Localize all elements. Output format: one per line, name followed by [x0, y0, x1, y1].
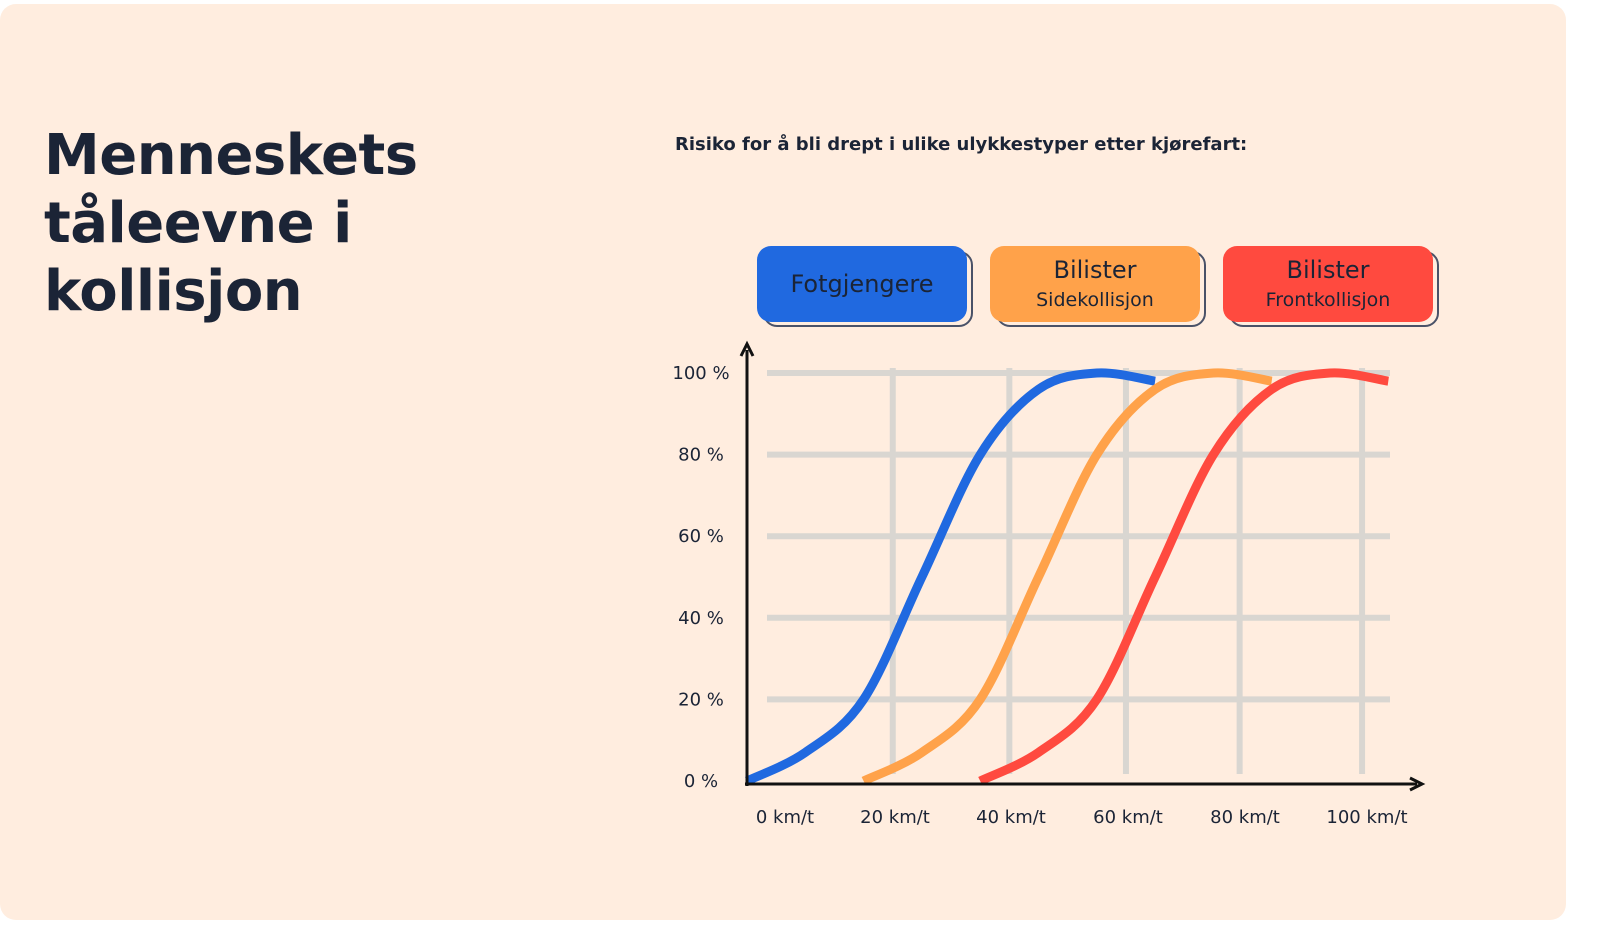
legend-item-bilister-frontkollisjon: Bilister Frontkollisjon	[1223, 246, 1439, 327]
y-tick-label: 80 %	[678, 445, 724, 466]
x-tick-label: 80 km/t	[1210, 807, 1280, 828]
x-tick-label: 20 km/t	[860, 807, 930, 828]
chart-subtitle: Risiko for å bli drept i ulike ulykkesty…	[675, 134, 1248, 155]
series-line-1	[745, 368, 1156, 786]
legend-sublabel: Frontkollisjon	[1265, 289, 1391, 311]
y-tick-label: 60 %	[678, 526, 724, 547]
x-tick-label: 40 km/t	[976, 807, 1046, 828]
y-tick-label: 0 %	[684, 771, 718, 792]
x-tick-label: 60 km/t	[1093, 807, 1163, 828]
legend-box-sidekollisjon: Bilister Sidekollisjon	[990, 246, 1200, 322]
legend-item-fotgjengere: Fotgjengere	[757, 246, 973, 327]
legend-label: Bilister	[1053, 256, 1137, 284]
y-tick-label: 20 %	[678, 689, 724, 710]
series-line-2	[861, 368, 1273, 786]
legend-box-frontkollisjon: Bilister Frontkollisjon	[1223, 246, 1433, 322]
legend-item-bilister-sidekollisjon: Bilister Sidekollisjon	[990, 246, 1206, 327]
y-axis-arrow	[739, 340, 755, 357]
y-tick-label: 100 %	[672, 363, 729, 384]
legend-sublabel: Sidekollisjon	[1036, 289, 1154, 311]
legend-label: Bilister	[1286, 256, 1370, 284]
x-axis-arrow	[1409, 776, 1426, 792]
legend-box-fotgjengere: Fotgjengere	[757, 246, 967, 322]
legend-label: Fotgjengere	[790, 270, 934, 298]
x-tick-label: 100 km/t	[1326, 807, 1407, 828]
x-tick-label: 0 km/t	[756, 807, 814, 828]
y-tick-label: 40 %	[678, 608, 724, 629]
series-line-3	[978, 368, 1390, 786]
page-title: Menneskets tåleevne i kollisjon	[44, 123, 418, 324]
